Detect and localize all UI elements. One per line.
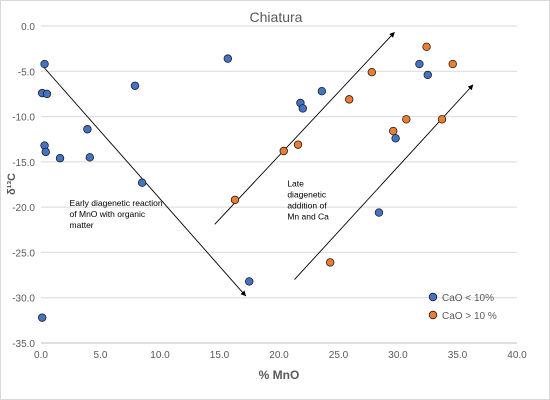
x-tick-label: 20.0: [269, 350, 289, 361]
data-point: [130, 81, 140, 90]
chart-title: Chiatura: [250, 9, 303, 25]
y-tick-label: -15.0: [12, 158, 35, 169]
x-tick-label: 30.0: [388, 350, 408, 361]
y-tick-label: -5.0: [18, 67, 36, 78]
data-point: [223, 54, 233, 63]
x-tick-label: 25.0: [329, 350, 349, 361]
x-tick-label: 40.0: [507, 350, 527, 361]
x-tick-label: 15.0: [210, 350, 230, 361]
data-point: [423, 70, 432, 80]
data-point: [402, 115, 411, 124]
trend-arrows: [43, 31, 474, 297]
y-axis-ticks: 0.0 -5.0 -10.0 -15.0 -20.0 -25.0 -30.0 -35.0: [12, 22, 35, 350]
y-tick-label: 0.0: [21, 22, 35, 33]
data-point: [245, 277, 254, 286]
trend-arrow: [294, 84, 474, 280]
annotation-text: Late diagenetic addition of Mn and Ca: [287, 178, 329, 221]
data-point: [83, 125, 92, 134]
annotation-text: Early diagenetic reaction of MnO with org…: [70, 198, 163, 230]
data-point: [317, 87, 327, 96]
data-point: [85, 153, 94, 162]
data-point: [279, 146, 288, 156]
y-tick-label: -25.0: [12, 248, 35, 259]
legend-label: CaO < 10%: [442, 293, 494, 304]
data-point: [448, 59, 457, 69]
y-tick-label: -20.0: [12, 203, 35, 214]
x-tick-label: 0.0: [34, 350, 48, 361]
x-tick-label: 10.0: [150, 350, 170, 361]
data-points: [37, 42, 457, 322]
x-axis-label: % MnO: [259, 368, 300, 382]
data-point: [40, 59, 49, 69]
x-tick-label: 35.0: [448, 350, 468, 361]
data-point: [41, 147, 50, 157]
data-point: [293, 140, 303, 149]
trend-arrow: [214, 31, 395, 225]
x-axis-ticks: 0.0 5.0 10.0 15.0 20.0 25.0 30.0 35.0 40.0: [34, 350, 527, 361]
legend-label: CaO > 10 %: [442, 311, 497, 322]
data-point: [437, 115, 447, 124]
data-point: [391, 134, 400, 143]
gridlines: [41, 25, 517, 344]
data-point: [298, 104, 307, 113]
data-point: [374, 208, 384, 217]
y-tick-label: -30.0: [12, 294, 35, 305]
x-tick-label: 5.0: [94, 350, 108, 361]
annotation-texts: Early diagenetic reaction of MnO with org…: [70, 178, 330, 230]
data-point: [345, 95, 354, 104]
y-tick-label: -10.0: [12, 113, 35, 124]
data-point: [42, 89, 52, 99]
data-point: [55, 154, 65, 163]
data-point: [137, 178, 147, 187]
data-point: [415, 59, 424, 69]
legend-marker: [428, 310, 438, 320]
data-point: [37, 313, 47, 322]
y-tick-label: -35.0: [12, 339, 35, 350]
y-axis-label: δ¹³C: [6, 173, 18, 195]
data-point: [367, 67, 377, 77]
data-point: [230, 195, 240, 205]
legend-marker: [428, 292, 438, 302]
legend: CaO < 10% CaO > 10 %: [428, 292, 497, 322]
data-point: [389, 126, 398, 136]
data-point: [325, 258, 335, 267]
data-point: [422, 42, 431, 52]
